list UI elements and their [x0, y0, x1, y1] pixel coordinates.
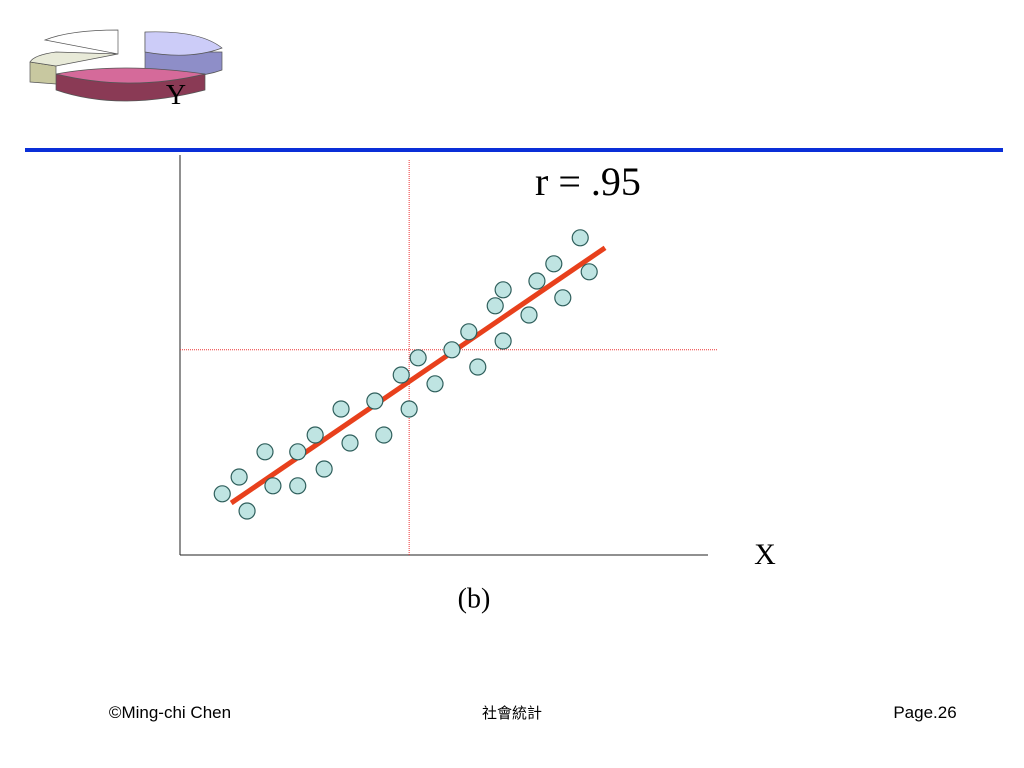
caption: (b)	[458, 583, 491, 614]
scatter-point	[571, 229, 589, 247]
scatter-point	[289, 443, 307, 461]
scatter-point	[554, 289, 572, 307]
scatter-point	[494, 281, 512, 299]
footer-left: ©Ming-chi Chen	[109, 703, 231, 722]
pie-icon	[29, 29, 223, 102]
scatter-point	[264, 477, 282, 495]
scatter-point	[469, 358, 487, 376]
scatter-point	[366, 392, 384, 410]
scatter-point	[332, 400, 350, 418]
scatter-point	[256, 443, 274, 461]
y-axis-label: Y	[166, 80, 186, 111]
scatter-point	[494, 332, 512, 350]
plot	[180, 160, 718, 555]
scatter-point	[315, 460, 333, 478]
footer-right: Page.26	[893, 703, 956, 722]
footer-center: 社會統計	[482, 705, 542, 722]
scatter-point	[213, 485, 231, 503]
fit-line	[229, 245, 607, 506]
scatter-point	[443, 341, 461, 359]
scatter-point	[392, 366, 410, 384]
scatter-point	[238, 502, 256, 520]
scatter-point	[580, 263, 598, 281]
scatter-point	[528, 272, 546, 290]
scatter-point	[486, 297, 504, 315]
scatter-point	[426, 375, 444, 393]
scatter-point	[289, 477, 307, 495]
annotation: r = .95	[535, 159, 641, 204]
scatter-point	[520, 306, 538, 324]
scatter-point	[375, 426, 393, 444]
scatter-point	[400, 400, 418, 418]
scatter-point	[409, 349, 427, 367]
scatter-point	[545, 255, 563, 273]
scatter-point	[306, 426, 324, 444]
x-axis-label: X	[754, 538, 776, 571]
scatter-point	[341, 434, 359, 452]
scatter-point	[460, 323, 478, 341]
scatter-point	[230, 468, 248, 486]
